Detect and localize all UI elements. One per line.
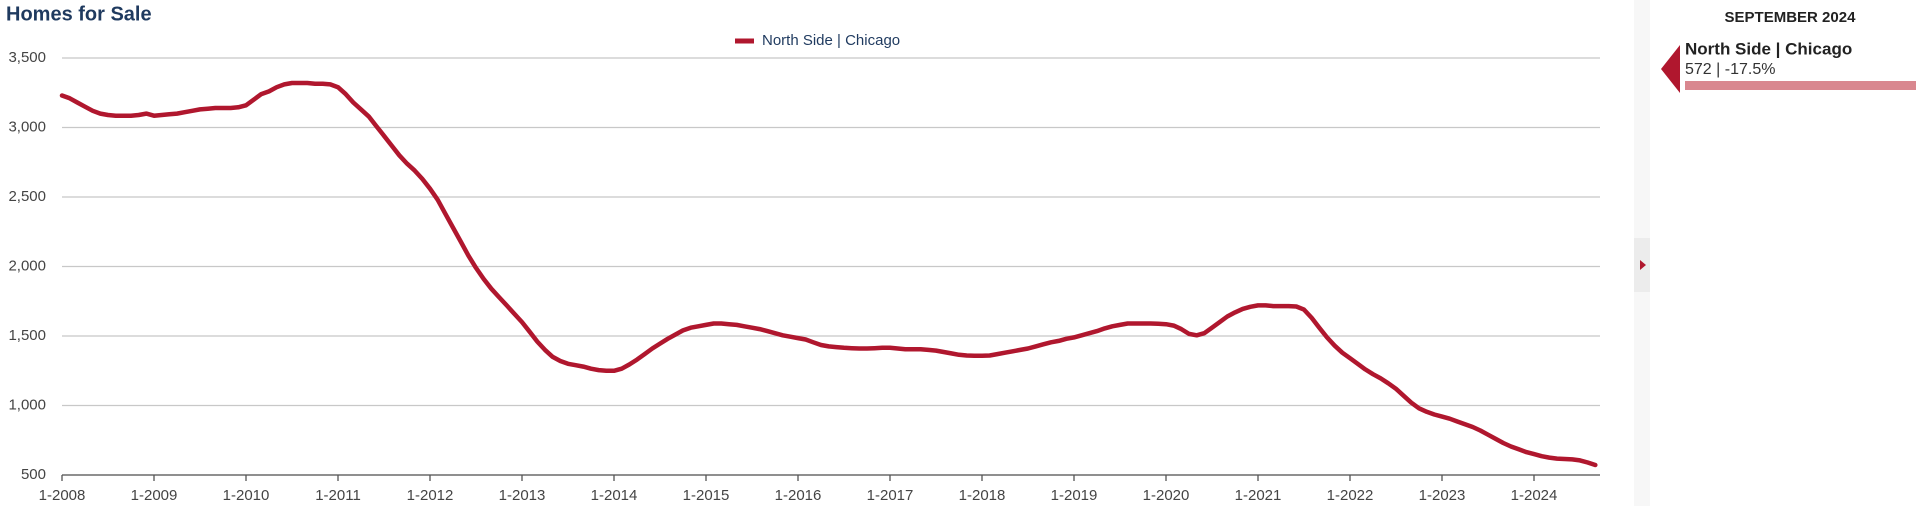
x-tick-label: 1-2009	[131, 487, 178, 504]
chart-title: Homes for Sale	[6, 3, 152, 25]
x-tick-label: 1-2010	[223, 487, 270, 504]
panel-value: 572 | -17.5%	[1685, 61, 1775, 78]
y-tick-label: 500	[21, 466, 46, 483]
x-tick-label: 1-2024	[1511, 487, 1558, 504]
x-tick-label: 1-2019	[1051, 487, 1098, 504]
x-tick-label: 1-2014	[591, 487, 638, 504]
x-tick-label: 1-2021	[1235, 487, 1282, 504]
panel-pointer	[1661, 45, 1680, 93]
x-tick-label: 1-2015	[683, 487, 730, 504]
x-tick-label: 1-2012	[407, 487, 454, 504]
y-tick-label: 1,500	[8, 327, 46, 344]
line	[59, 80, 1598, 468]
x-tick-label: 1-2016	[775, 487, 822, 504]
y-tick-label: 2,500	[8, 188, 46, 205]
x-tick-label: 1-2023	[1419, 487, 1466, 504]
scroll-arrow[interactable]	[1640, 260, 1646, 270]
x-tick-label: 1-2011	[315, 487, 361, 504]
x-tick-label: 1-2018	[959, 487, 1006, 504]
x-tick-label: 1-2008	[39, 487, 86, 504]
y-tick-label: 3,500	[8, 49, 46, 66]
x-tick-label: 1-2022	[1327, 487, 1374, 504]
x-tick-label: 1-2013	[499, 487, 546, 504]
y-tick-label: 1,000	[8, 396, 46, 413]
panel-date: SEPTEMBER 2024	[1725, 9, 1857, 26]
x-tick-label: 1-2017	[867, 487, 914, 504]
x-tick-label: 1-2020	[1143, 487, 1190, 504]
panel-name: North Side | Chicago	[1685, 39, 1852, 58]
legend-label: North Side | Chicago	[762, 32, 900, 49]
y-tick-label: 2,000	[8, 257, 46, 274]
y-tick-label: 3,000	[8, 118, 46, 135]
panel-bar	[1685, 81, 1916, 90]
